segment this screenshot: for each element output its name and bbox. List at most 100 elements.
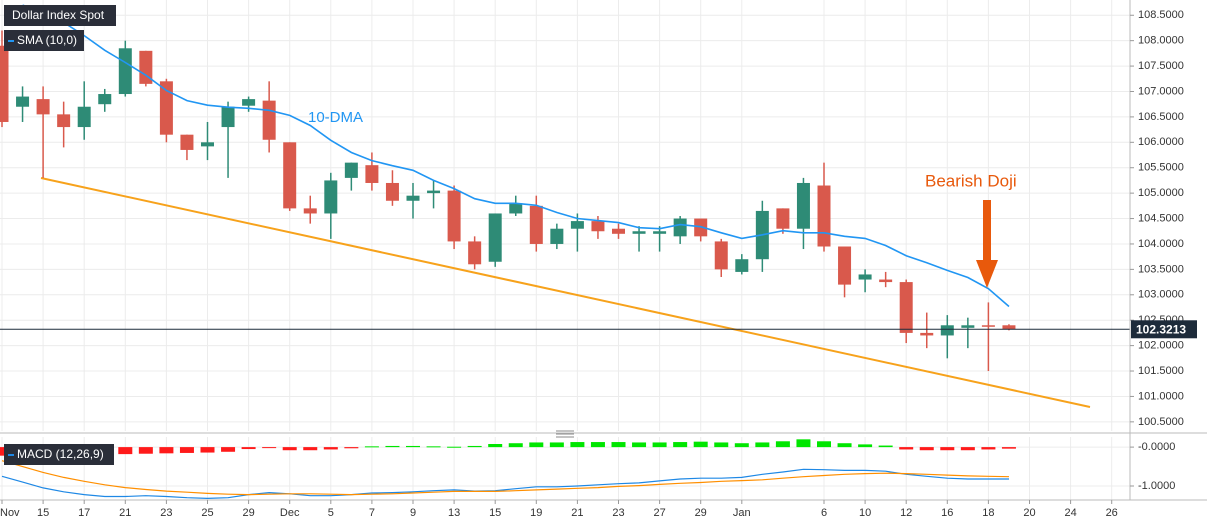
candle-body [36,99,50,115]
histogram-bar [303,447,318,451]
histogram-bar [899,447,914,450]
histogram-bar [364,446,379,448]
candle-body [488,213,502,262]
candle-body [612,228,625,234]
histogram-bar [241,447,256,450]
x-tick-label: 6 [821,507,827,519]
candle-body [139,50,153,84]
candle-body [653,231,667,234]
histogram-bar [919,447,934,451]
histogram-bar [652,442,667,448]
candle-body [0,45,9,122]
histogram-bar [858,444,873,448]
y-tick-label: 106.0000 [1138,136,1184,148]
x-tick-label: Nov [0,507,20,519]
y-tick-label: 103.0000 [1138,289,1184,301]
histogram-bar [138,447,153,454]
x-tick-label: 21 [119,507,131,519]
histogram-bar [755,442,770,448]
candle-body [447,190,461,242]
histogram-bar [796,439,811,448]
y-tick-label: -0.0000 [1138,441,1175,453]
candle-body [344,162,358,178]
candle-body [180,134,194,150]
x-tick-label: 29 [695,507,707,519]
y-tick-label: 104.5000 [1138,212,1184,224]
histogram-bar [1001,447,1016,449]
candle-body [509,203,523,214]
histogram-bar [282,447,297,451]
histogram-bar [344,447,359,449]
histogram-bar [878,445,893,448]
histogram-bar [488,444,503,448]
candle-body [1002,325,1016,330]
candle-body [262,100,276,140]
histogram-bar [611,442,626,448]
candle-body [16,96,30,107]
candle-body [98,94,112,105]
y-tick-label: 108.0000 [1138,35,1184,47]
x-tick-label: 29 [242,507,254,519]
histogram-bar [837,443,852,448]
legend-text: MACD (12,26,9) [17,447,104,461]
histogram-bar [385,445,400,448]
candle-body [591,221,605,232]
price-panel [0,4,1130,408]
histogram-bar [200,447,215,453]
x-tick-label: 19 [530,507,542,519]
candle-body [550,228,564,244]
x-tick-label: 16 [941,507,953,519]
candle-body [735,259,749,272]
trendline [40,177,1091,408]
x-tick-label: Dec [280,507,300,519]
x-tick-label: 27 [653,507,665,519]
annotation-arrow [976,200,998,288]
histogram-bar [981,447,996,450]
histogram-bar [426,446,441,448]
histogram-bar [714,442,729,448]
candle-body [406,195,420,201]
candle-body [858,274,872,280]
histogram-bar [262,447,277,449]
candle-body [817,185,831,247]
candle-body [529,205,543,244]
y-tick-label: 100.5000 [1138,416,1184,428]
legend-box [4,5,116,26]
candle-body [303,208,317,214]
axes: 108.5000 108.0000 107.5000 107.0000 106.5000… [0,9,1184,519]
candle-body [940,325,954,336]
macd-line [1,468,1009,500]
histogram-bar [118,447,133,455]
panel-grip [556,430,574,438]
candle-body [324,180,338,214]
candle-body [981,325,995,327]
sma-line [22,4,1010,308]
candle-body [961,325,975,328]
histogram-bar [179,447,194,453]
histogram-bar [817,441,831,448]
histogram-bar [673,442,688,448]
legend-box [4,444,114,465]
last-price-label: 102.3213 [1136,322,1186,336]
histogram-bar [775,441,790,448]
x-tick-label: 9 [410,507,416,519]
x-tick-label: 10 [859,507,871,519]
candle-body [365,165,379,183]
x-tick-label: 23 [612,507,624,519]
candle-body [673,218,687,237]
macd-line [1,460,1010,496]
candle-body [221,106,235,128]
x-tick-label: 21 [571,507,583,519]
histogram-bar [221,447,236,452]
annotation: 10-DMA [308,109,363,126]
x-tick-label: 17 [78,507,90,519]
candle-body [899,282,913,333]
y-tick-label: 108.5000 [1138,9,1184,21]
x-tick-label: 12 [900,507,912,519]
candle-body [57,114,71,128]
histogram-bar [549,442,564,448]
histogram-bar [570,442,585,448]
histogram-bar [323,447,338,450]
candle-body [796,182,810,229]
